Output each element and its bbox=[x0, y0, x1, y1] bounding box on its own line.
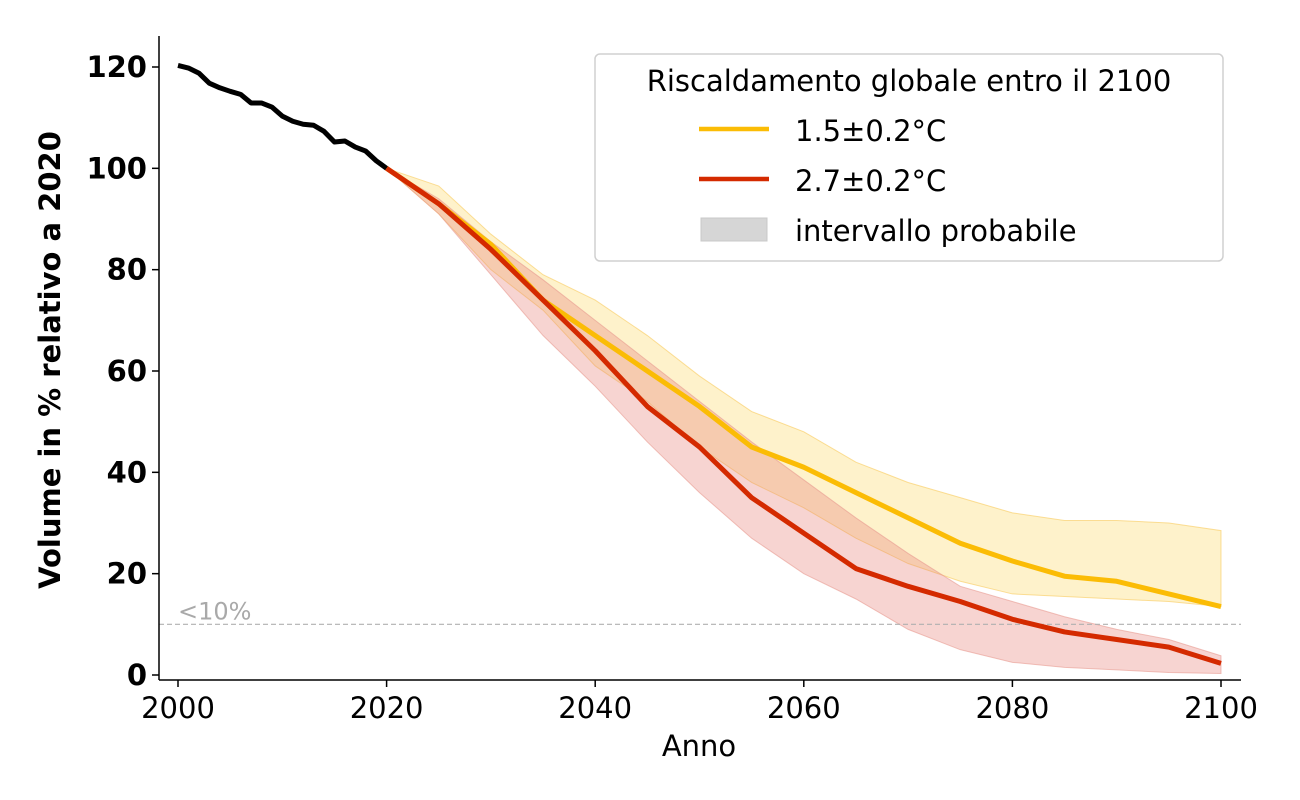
legend-label-2-7: 2.7±0.2°C bbox=[795, 164, 946, 198]
x-tick-label: 2080 bbox=[975, 691, 1049, 725]
threshold-label: <10% bbox=[178, 597, 251, 625]
legend-title: Riscaldamento globale entro il 2100 bbox=[647, 64, 1172, 98]
legend-label-likely-range: intervallo probabile bbox=[795, 214, 1077, 248]
legend-label-1-5: 1.5±0.2°C bbox=[795, 114, 946, 148]
legend: Riscaldamento globale entro il 2100 1.5±… bbox=[594, 53, 1224, 262]
band-2-7 bbox=[386, 167, 1222, 674]
y-axis-label: Volume in % relativo a 2020 bbox=[33, 131, 67, 589]
y-tick-label: 20 bbox=[107, 557, 147, 591]
series-line-2-7 bbox=[385, 166, 1222, 666]
x-ticks: 2000 2020 2040 2060 2080 2100 bbox=[141, 680, 1258, 725]
y-ticks: 0 20 40 60 80 100 120 bbox=[86, 50, 159, 692]
y-tick-label: 40 bbox=[107, 455, 147, 489]
y-tick-label: 60 bbox=[107, 354, 147, 388]
y-tick-label: 100 bbox=[86, 151, 147, 185]
x-tick-label: 2020 bbox=[350, 691, 424, 725]
historical-line bbox=[177, 63, 389, 171]
y-tick-label: 0 bbox=[127, 658, 147, 692]
x-axis-label: Anno bbox=[662, 729, 736, 763]
y-tick-label: 120 bbox=[86, 50, 147, 84]
x-tick-label: 2040 bbox=[558, 691, 632, 725]
x-tick-label: 2100 bbox=[1184, 691, 1258, 725]
legend-patch-likely-range bbox=[700, 217, 768, 242]
y-tick-label: 80 bbox=[107, 253, 147, 287]
x-tick-label: 2000 bbox=[141, 691, 215, 725]
x-tick-label: 2060 bbox=[767, 691, 841, 725]
legend-frame bbox=[594, 53, 1224, 262]
series-lines bbox=[177, 63, 1222, 666]
